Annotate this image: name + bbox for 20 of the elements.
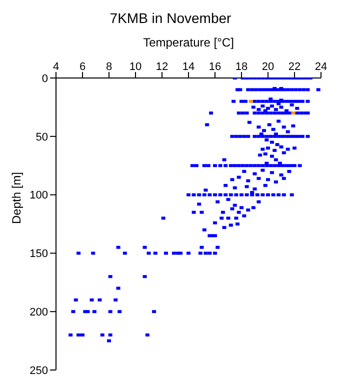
y-tick-label: 250 (30, 364, 48, 377)
x-tick-label: 18 (235, 61, 248, 73)
x-tick-label: 16 (208, 61, 222, 73)
y-axis-title: Depth [m] (9, 172, 24, 224)
y-tick-label: 150 (30, 248, 48, 260)
x-tick-label: 6 (79, 61, 86, 73)
y-tick-label: 50 (36, 131, 48, 144)
x-tick-label: 20 (262, 61, 274, 73)
x-tick-label: 4 (52, 61, 60, 73)
x-tick-label: 14 (182, 61, 195, 73)
chart-title: 7KMB in November (108, 9, 232, 28)
x-tick-label: 22 (288, 61, 301, 73)
y-tick-label: 200 (30, 306, 48, 319)
y-tick-label: 100 (30, 190, 48, 202)
y-tick-label: 0 (42, 72, 48, 85)
x-axis-title: Temperature [°C] (143, 36, 234, 50)
x-tick-label: 12 (156, 61, 168, 73)
x-tick-label: 10 (129, 61, 142, 73)
x-tick-label: 8 (106, 61, 112, 73)
x-tick-label: 24 (314, 61, 328, 73)
